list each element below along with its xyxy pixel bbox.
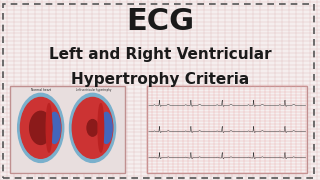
Ellipse shape xyxy=(98,104,104,152)
Ellipse shape xyxy=(49,112,60,143)
Ellipse shape xyxy=(46,104,52,152)
Bar xyxy=(10,86,125,173)
Ellipse shape xyxy=(20,97,61,158)
Ellipse shape xyxy=(18,93,64,162)
Text: Left ventricular hypertrophy: Left ventricular hypertrophy xyxy=(76,88,111,92)
Text: ECG: ECG xyxy=(126,7,194,36)
Ellipse shape xyxy=(69,93,116,162)
Ellipse shape xyxy=(72,97,113,158)
Text: Left and Right Ventricular: Left and Right Ventricular xyxy=(49,46,271,62)
Ellipse shape xyxy=(30,111,52,145)
Ellipse shape xyxy=(87,120,98,136)
Text: Hypertrophy Criteria: Hypertrophy Criteria xyxy=(71,72,249,87)
Bar xyxy=(147,86,307,173)
Text: Normal heart: Normal heart xyxy=(31,88,51,92)
Ellipse shape xyxy=(100,112,112,143)
